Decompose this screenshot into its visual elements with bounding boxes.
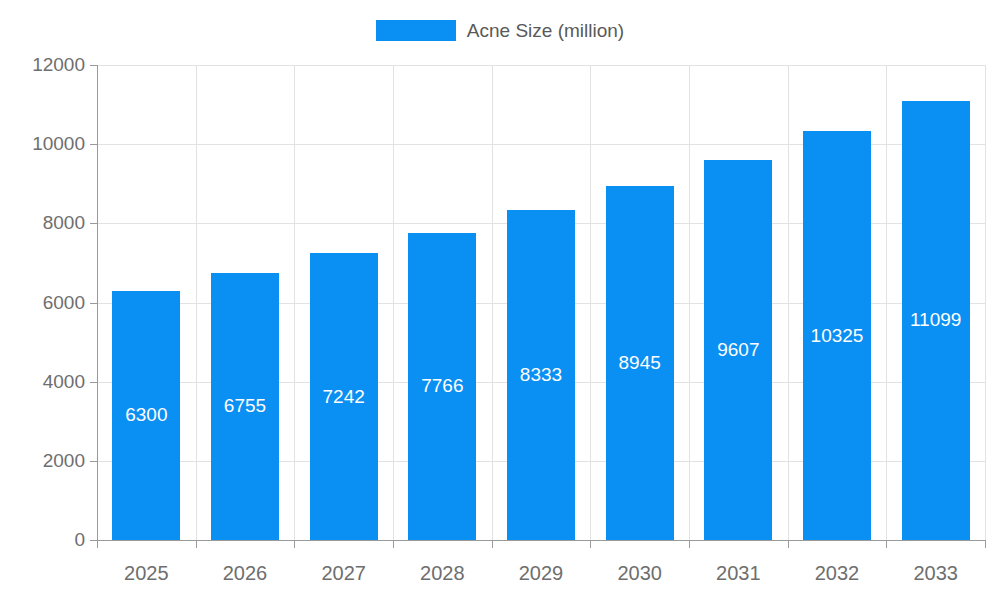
bar[interactable]: 11099 [902, 101, 970, 540]
x-axis-tick-label: 2026 [196, 562, 295, 585]
y-axis-line [97, 65, 98, 548]
bar-value-label: 9607 [717, 339, 759, 361]
y-axis-tick [90, 461, 97, 462]
x-axis-tick-label: 2033 [886, 562, 985, 585]
bar[interactable]: 9607 [704, 160, 772, 540]
y-axis-tick [90, 303, 97, 304]
x-axis-tick [590, 540, 591, 548]
bar-value-label: 6300 [125, 404, 167, 426]
y-axis-tick [90, 144, 97, 145]
x-axis-tick [294, 540, 295, 548]
bar-value-label: 10325 [811, 325, 864, 347]
x-axis-tick-label: 2029 [492, 562, 591, 585]
bar[interactable]: 7242 [310, 253, 378, 540]
x-axis-tick-label: 2031 [689, 562, 788, 585]
bar-value-label: 8945 [619, 352, 661, 374]
x-gridline [492, 65, 493, 540]
x-axis-tick-label: 2027 [294, 562, 393, 585]
bar-value-label: 7766 [421, 375, 463, 397]
y-axis-tick-label: 6000 [10, 292, 85, 314]
bar[interactable]: 10325 [803, 131, 871, 540]
bar-value-label: 8333 [520, 364, 562, 386]
y-axis-tick [90, 65, 97, 66]
x-axis-tick [196, 540, 197, 548]
x-gridline [985, 65, 986, 540]
x-axis-tick [886, 540, 887, 548]
x-gridline [689, 65, 690, 540]
x-gridline [886, 65, 887, 540]
legend-swatch-icon [376, 20, 456, 41]
x-axis-tick [788, 540, 789, 548]
bar[interactable]: 8333 [507, 210, 575, 540]
x-gridline [196, 65, 197, 540]
x-axis-tick-label: 2032 [788, 562, 887, 585]
chart-legend[interactable]: Acne Size (million) [0, 20, 1000, 41]
y-axis-tick-label: 4000 [10, 371, 85, 393]
bar[interactable]: 7766 [408, 233, 476, 540]
bar-value-label: 11099 [910, 309, 961, 331]
y-gridline [97, 65, 985, 66]
bar-value-label: 7242 [323, 386, 365, 408]
x-axis-tick [492, 540, 493, 548]
x-axis-tick [689, 540, 690, 548]
y-axis-tick-label: 0 [10, 529, 85, 551]
bar[interactable]: 6300 [112, 291, 180, 540]
x-axis-tick-label: 2030 [590, 562, 689, 585]
bar[interactable]: 6755 [211, 273, 279, 540]
y-axis-tick [90, 382, 97, 383]
legend-label: Acne Size (million) [467, 20, 624, 41]
x-axis-tick-label: 2025 [97, 562, 196, 585]
x-axis-tick [393, 540, 394, 548]
y-axis-tick-label: 12000 [10, 54, 85, 76]
x-gridline [590, 65, 591, 540]
y-axis-tick-label: 2000 [10, 450, 85, 472]
x-gridline [393, 65, 394, 540]
bar[interactable]: 8945 [606, 186, 674, 540]
y-axis-tick-label: 10000 [10, 133, 85, 155]
x-axis-line [90, 540, 985, 541]
y-axis-tick [90, 223, 97, 224]
x-axis-tick [985, 540, 986, 548]
x-gridline [788, 65, 789, 540]
bar-value-label: 6755 [224, 395, 266, 417]
x-gridline [294, 65, 295, 540]
bar-chart: Acne Size (million) 0 2000 4000 6000 8000 100… [0, 0, 1000, 600]
y-axis-tick-label: 8000 [10, 212, 85, 234]
x-axis-tick-label: 2028 [393, 562, 492, 585]
